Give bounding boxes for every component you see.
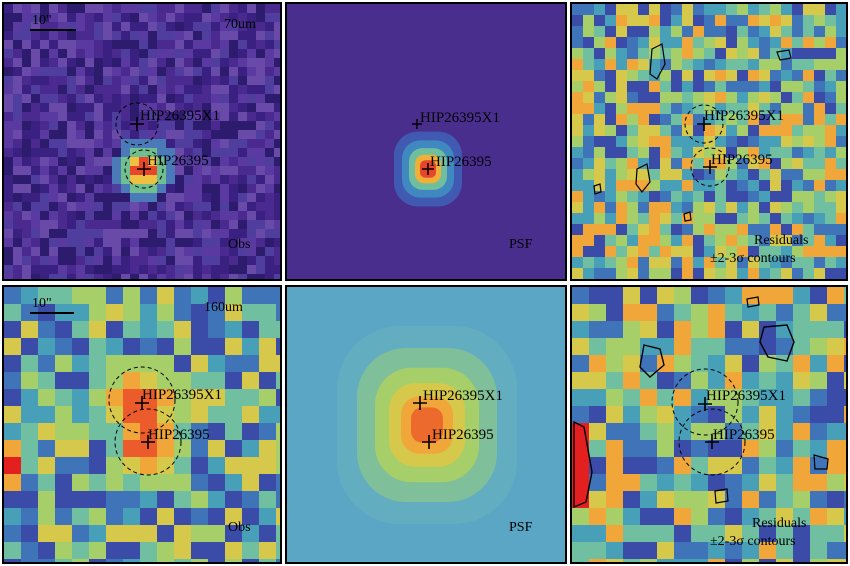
aperture-companion [108,366,176,434]
aperture-companion [115,102,159,146]
residuals-70um-panel: HIP26395X1 HIP26395 Residuals ±2-3σ cont… [570,2,848,281]
aperture-target [124,149,164,189]
psf-70um-panel: HIP26395X1 HIP26395 PSF 30 20 10 [285,2,567,281]
label-target: HIP26395 [148,427,210,443]
residuals-label: Residuals [754,233,808,248]
residuals-label: Residuals [752,516,806,531]
cross-companion [130,117,144,131]
residuals-160um-map: HIP26395X1 HIP26395 Residuals ±2-3σ cont… [572,287,846,562]
cross-target [705,435,719,449]
pixel-grid [4,287,280,562]
residuals-70um-map: HIP26395X1 HIP26395 Residuals ±2-3σ cont… [572,4,846,279]
pixel-grid [572,4,846,279]
obs-160um-panel: HIP26395X1 HIP26395 10" 160um Obs [2,285,282,564]
label-companion: HIP26395X1 [704,108,784,124]
obs-label: Obs [228,520,251,535]
scale-bar-label: 10" [32,13,52,28]
cross-companion [413,396,427,410]
cross-companion [135,396,149,410]
label-companion: HIP26395X1 [423,388,503,404]
contours [573,296,829,509]
cross-companion [412,119,422,129]
cross-target [141,435,155,449]
obs-160um-map: HIP26395X1 HIP26395 10" 160um Obs [4,287,280,562]
psf-160um-map: HIP26395X1 HIP26395 PSF 20 15 10 5 [287,287,565,562]
obs-label: Obs [228,237,251,252]
psf-160um-panel: HIP26395X1 HIP26395 PSF 20 15 10 5 [285,285,567,564]
aperture-companion [684,104,724,144]
band-label: 70um [224,17,256,32]
aperture-target [690,147,730,187]
obs-70um-panel: HIP26395X1 HIP26395 10" 70um Obs [2,2,282,281]
label-target: HIP26395 [430,154,492,170]
aperture-companion [671,368,739,436]
source-markers: HIP26395X1 HIP26395 [115,102,220,189]
label-companion: HIP26395X1 [420,110,500,126]
label-companion: HIP26395X1 [706,388,786,404]
scale-bar-label: 10" [32,296,52,311]
label-companion: HIP26395X1 [140,108,220,124]
aperture-target [678,408,746,476]
cross-target [422,435,436,449]
contours [593,43,792,222]
band-label: 160um [204,300,243,315]
pixel-grid [4,4,280,279]
aperture-target [114,408,182,476]
label-target: HIP26395 [713,427,775,443]
contours-label: ±2-3σ contours [710,534,796,549]
psf-blob [337,326,517,524]
pixel-grid [572,287,846,562]
psf-label: PSF [509,520,533,535]
cross-companion [698,397,712,411]
obs-70um-map: HIP26395X1 HIP26395 10" 70um Obs [4,4,280,279]
cross-target [703,160,717,174]
label-target: HIP26395 [432,427,494,443]
psf-label: PSF [509,237,533,252]
label-target: HIP26395 [147,153,209,169]
cross-companion [697,117,711,131]
psf-70um-map: HIP26395X1 HIP26395 PSF 30 20 10 [287,4,565,279]
contours-label: ±2-3σ contours [710,251,796,266]
label-target: HIP26395 [711,152,773,168]
cross-target [137,162,151,176]
residuals-160um-panel: HIP26395X1 HIP26395 Residuals ±2-3σ cont… [570,285,848,564]
cross-target [422,163,434,175]
label-companion: HIP26395X1 [142,387,222,403]
